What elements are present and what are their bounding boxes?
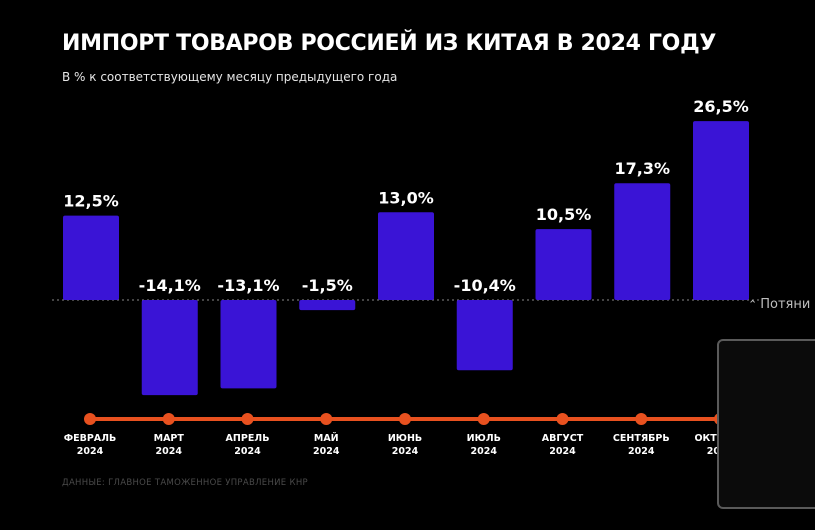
data-label-5: 13,0%	[378, 188, 434, 207]
bar-1	[63, 215, 119, 300]
timeline-dot-6	[477, 413, 490, 425]
data-label-7: 10,5%	[536, 205, 592, 224]
data-label-6: -10,4%	[454, 276, 516, 295]
bar-9	[693, 121, 749, 300]
year-label-5: 2024	[392, 446, 419, 457]
bar-5	[378, 212, 434, 300]
timeline-dot-1	[84, 413, 96, 425]
timeline-dot-4	[320, 413, 333, 425]
chart-title: ИМПОРТ ТОВАРОВ РОССИЕЙ ИЗ КИТАЯ В 2024 Г…	[62, 31, 717, 56]
data-label-4: -1,5%	[302, 276, 353, 295]
side-overlay-text: Потяни	[760, 297, 811, 312]
year-label-2: 2024	[156, 446, 183, 457]
bar-3	[220, 300, 277, 389]
bar-4	[299, 300, 356, 311]
bar-8	[614, 183, 671, 300]
timeline-dot-8	[635, 413, 648, 425]
month-label-8: СЕНТЯБРЬ	[613, 433, 670, 444]
side-overlay-label[interactable]: ⌃ Потяни	[748, 297, 810, 312]
month-label-6: ИЮЛЬ	[467, 433, 501, 444]
month-label-5: ИЮНЬ	[388, 433, 422, 444]
data-label-2: -14,1%	[139, 276, 201, 295]
month-label-7: АВГУСТ	[542, 433, 584, 444]
bars-group	[63, 121, 749, 396]
data-label-1: 12,5%	[63, 192, 119, 211]
chevron-up-icon: ⌃	[748, 298, 758, 311]
timeline-dot-2	[162, 413, 175, 425]
year-label-6: 2024	[471, 446, 498, 457]
bar-6	[456, 300, 513, 371]
timeline-dot-3	[241, 413, 254, 425]
data-label-8: 17,3%	[614, 159, 670, 178]
timeline-dot-7	[556, 413, 569, 425]
year-label-1: 2024	[77, 446, 104, 457]
source-note: ДАННЫЕ: ГЛАВНОЕ ТАМОЖЕННОЕ УПРАВЛЕНИЕ КН…	[62, 478, 308, 488]
year-label-4: 2024	[313, 446, 340, 457]
chart-subtitle: В % к соответствующему месяцу предыдущег…	[62, 70, 398, 84]
month-label-3: АПРЕЛЬ	[226, 433, 270, 444]
year-label-8: 2024	[628, 446, 655, 457]
year-label-7: 2024	[549, 446, 576, 457]
video-overlay-frame[interactable]	[717, 339, 815, 509]
year-label-3: 2024	[234, 446, 261, 457]
bar-7	[535, 229, 592, 300]
month-label-2: МАРТ	[154, 433, 185, 444]
month-label-1: ФЕВРАЛЬ	[64, 433, 117, 444]
data-labels-group: 12,5% -14,1% -13,1% -1,5% 13,0% -10,4% 10,5% 17…	[63, 97, 749, 295]
bar-2	[141, 300, 198, 396]
month-label-4: МАЙ	[314, 432, 339, 444]
data-label-3: -13,1%	[217, 276, 279, 295]
month-labels-group: ФЕВРАЛЬ 2024 МАРТ 2024 АПРЕЛЬ 2024 МАЙ 2024 ИЮНЬ…	[64, 432, 746, 457]
timeline-dot-5	[399, 413, 411, 425]
data-label-9: 26,5%	[693, 97, 749, 116]
